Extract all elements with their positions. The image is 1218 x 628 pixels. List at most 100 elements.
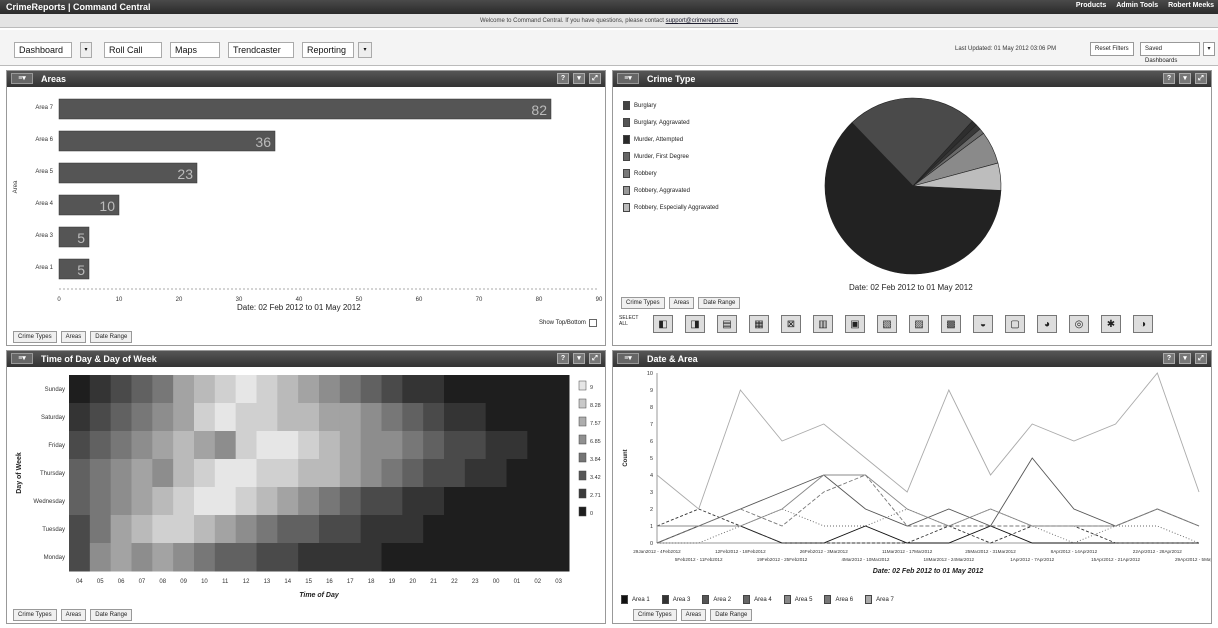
heatmap-cell: [152, 515, 174, 544]
line-y-tick-label: 10: [647, 371, 653, 377]
heatmap-cell: [256, 543, 278, 572]
vandalism-icon[interactable]: ⊠: [781, 315, 801, 333]
panel-menu-icon[interactable]: ≡▾: [11, 353, 33, 364]
line-legend-item[interactable]: Area 3: [661, 595, 690, 604]
line-legend-item[interactable]: Area 6: [824, 595, 853, 604]
filter-date-range-tab[interactable]: Date Range: [90, 331, 133, 343]
panel-menu-icon[interactable]: ≡▾: [11, 73, 33, 84]
auto-theft-icon[interactable]: ▣: [845, 315, 865, 333]
line-legend-item[interactable]: Area 5: [783, 595, 812, 604]
filter-crime-types-tab[interactable]: Crime Types: [13, 609, 57, 621]
camera-icon[interactable]: ▢: [1005, 315, 1025, 333]
show-top-bottom-label: Show Top/Bottom: [539, 320, 586, 326]
bar: [58, 98, 552, 120]
legend-item[interactable]: Murder, Attempted: [623, 135, 719, 144]
heatmap-cell: [173, 403, 195, 432]
dashboard-options-icon[interactable]: ▾: [1203, 42, 1215, 56]
alcohol-icon[interactable]: ◎: [1069, 315, 1089, 333]
admin-tools-link[interactable]: Admin Tools: [1116, 2, 1159, 9]
show-top-bottom-control[interactable]: Show Top/Bottom: [539, 319, 597, 327]
weapon-icon[interactable]: ✱: [1101, 315, 1121, 333]
legend-label: Murder, Attempted: [634, 136, 684, 143]
pie-slice: [824, 122, 1002, 275]
line-x-tick-label: 29Apr2012 - 5May2012: [1175, 557, 1212, 562]
dui-icon[interactable]: ◒: [973, 315, 993, 333]
filter-crime-types-tab[interactable]: Crime Types: [13, 331, 57, 343]
select-all-label[interactable]: SELECT ALL: [619, 315, 639, 327]
tab-dashboard[interactable]: Dashboard: [14, 42, 72, 58]
theft-icon[interactable]: ▦: [749, 315, 769, 333]
app-title: CrimeReports | Command Central: [6, 2, 151, 12]
heatmap-cell: [360, 431, 382, 460]
filter-date-range-tab[interactable]: Date Range: [698, 297, 741, 309]
legend-item[interactable]: Burglary: [623, 101, 719, 110]
heatmap-cell: [339, 543, 362, 572]
line-legend-item[interactable]: Area 2: [702, 595, 731, 604]
tab-maps[interactable]: Maps: [170, 42, 220, 58]
legend-item[interactable]: Robbery, Aggravated: [623, 186, 719, 195]
bar-category-label: Area 4: [35, 201, 53, 207]
legend-item[interactable]: Robbery: [623, 169, 719, 178]
help-icon[interactable]: ?: [1163, 353, 1175, 364]
filter-areas-tab[interactable]: Areas: [680, 609, 707, 621]
burglary-aggravated-icon[interactable]: ◨: [685, 315, 705, 333]
legend-item[interactable]: Burglary, Aggravated: [623, 118, 719, 127]
heatmap-hour-label: 23: [472, 579, 479, 585]
truck-icon[interactable]: ▧: [877, 315, 897, 333]
heatmap-cell: [131, 487, 153, 516]
drugs-icon[interactable]: ◕: [1037, 315, 1057, 333]
collapse-icon[interactable]: ▾: [573, 353, 585, 364]
dashboard-dropdown-icon[interactable]: ▾: [80, 42, 92, 58]
filter-crime-types-tab[interactable]: Crime Types: [621, 297, 665, 309]
legend-item[interactable]: Robbery, Especially Aggravated: [623, 203, 719, 212]
areas-caption: Date: 02 Feb 2012 to 01 May 2012: [237, 303, 361, 312]
line-legend-item[interactable]: Area 7: [865, 595, 894, 604]
heatmap-cell: [548, 487, 570, 516]
reset-filters-button[interactable]: Reset Filters: [1090, 42, 1134, 56]
bar-x-tick-label: 80: [536, 297, 543, 303]
heatmap-scale-label: 8.28: [590, 403, 601, 409]
line-legend-item[interactable]: Area 1: [621, 595, 650, 604]
panel-menu-icon[interactable]: ≡▾: [617, 353, 639, 364]
saved-dashboards-button[interactable]: Saved Dashboards: [1140, 42, 1200, 64]
heatmap-cell: [173, 543, 195, 572]
filter-areas-tab[interactable]: Areas: [60, 331, 87, 343]
collapse-icon[interactable]: ▾: [573, 73, 585, 84]
products-link[interactable]: Products: [1075, 2, 1107, 9]
arson-icon[interactable]: ◑: [1133, 315, 1153, 333]
collapse-icon[interactable]: ▾: [1179, 73, 1191, 84]
user-menu-link[interactable]: Robert Meeks: [1168, 2, 1214, 9]
maximize-icon[interactable]: ⤢: [589, 73, 601, 84]
filter-date-range-tab[interactable]: Date Range: [710, 609, 753, 621]
tab-reporting[interactable]: Reporting: [302, 42, 354, 58]
heatmap-cell: [360, 487, 382, 516]
filter-areas-tab[interactable]: Areas: [60, 609, 87, 621]
help-icon[interactable]: ?: [557, 353, 569, 364]
line-x-tick-label: 1Apr2012 - 7Apr2012: [1010, 557, 1054, 562]
filter-areas-tab[interactable]: Areas: [668, 297, 695, 309]
vehicle-icon[interactable]: ▥: [813, 315, 833, 333]
maximize-icon[interactable]: ⤢: [1195, 353, 1207, 364]
car-icon[interactable]: ▤: [717, 315, 737, 333]
filter-crime-types-tab[interactable]: Crime Types: [633, 609, 677, 621]
filter-date-range-tab[interactable]: Date Range: [90, 609, 133, 621]
collapse-icon[interactable]: ▾: [1179, 353, 1191, 364]
reporting-dropdown-icon[interactable]: ▾: [358, 42, 372, 58]
line-legend-item[interactable]: Area 4: [743, 595, 772, 604]
robbery-icon[interactable]: ▩: [941, 315, 961, 333]
heatmap-cell: [110, 403, 132, 432]
help-icon[interactable]: ?: [1163, 73, 1175, 84]
burglary-icon[interactable]: ◧: [653, 315, 673, 333]
panel-menu-icon[interactable]: ≡▾: [617, 73, 639, 84]
heatmap-hour-label: 00: [493, 579, 500, 585]
maximize-icon[interactable]: ⤢: [589, 353, 601, 364]
support-email-link[interactable]: support@crimereports.com: [665, 18, 739, 24]
tab-trendcaster[interactable]: Trendcaster: [228, 42, 294, 58]
help-icon[interactable]: ?: [557, 73, 569, 84]
show-top-bottom-checkbox[interactable]: [588, 319, 597, 327]
tab-roll-call[interactable]: Roll Call: [104, 42, 162, 58]
assault-icon[interactable]: ▨: [909, 315, 929, 333]
maximize-icon[interactable]: ⤢: [1195, 73, 1207, 84]
legend-item[interactable]: Murder, First Degree: [623, 152, 719, 161]
heatmap-cell: [402, 431, 424, 460]
